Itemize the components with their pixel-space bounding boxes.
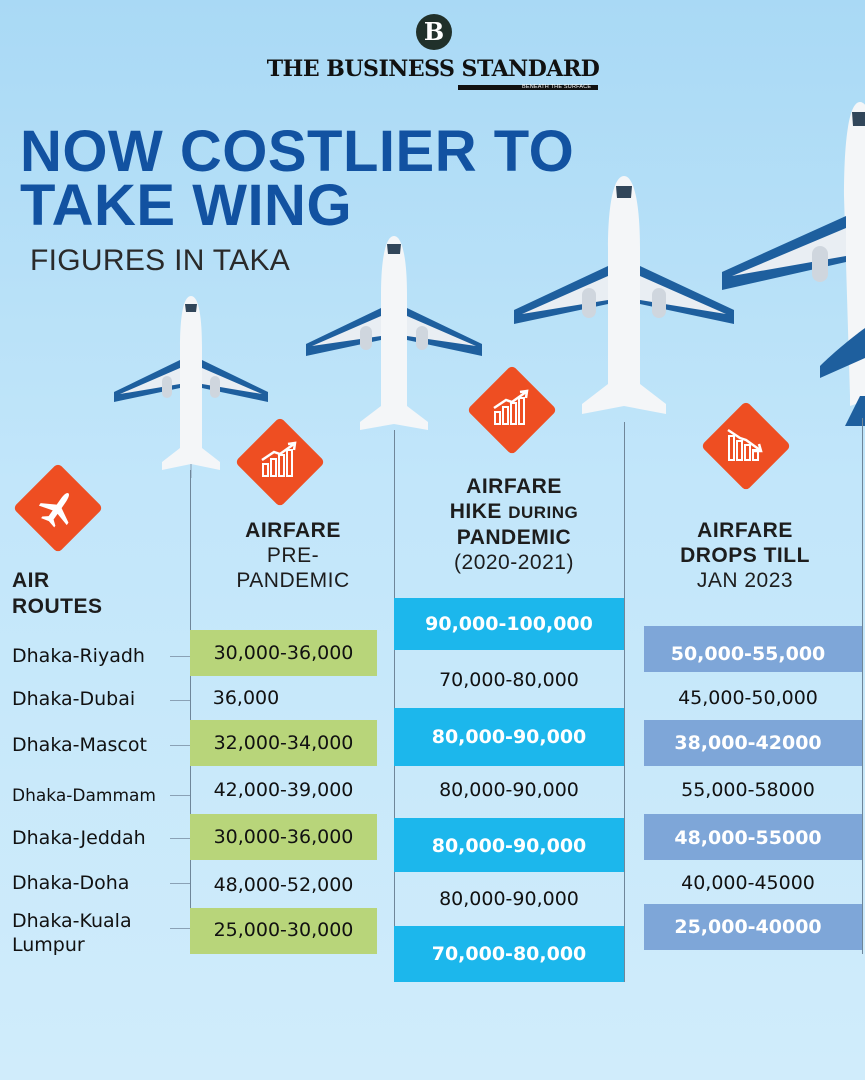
column-divider-3 [624,422,625,982]
route-label: Dhaka-Kuala [12,910,132,932]
title-line-1: NOW COSTLIER TO [20,119,575,184]
airplane-illustration-3 [514,176,734,414]
subtitle: FIGURES IN TAKA [30,244,291,277]
row-tick [170,700,190,701]
row-tick [170,838,190,839]
pre-value: 42,000-39,000 [213,779,354,801]
pre-value: 36,000 [212,687,280,709]
row-tick [170,745,190,746]
header-pre-pandemic: AIRFARE PRE- PANDEMIC [236,519,350,592]
pre-band-kuala-lumpur [190,908,377,954]
pre-value: 48,000-52,000 [213,874,354,896]
rising-chart-icon [261,441,297,477]
pre-value: 25,000-30,000 [213,919,354,941]
hike-value: 70,000-80,000 [439,669,579,691]
drop-value: 48,000-55000 [674,827,822,849]
column-divider-4 [862,418,863,954]
falling-chart-icon [727,428,763,461]
route-label: Dhaka-Mascot [12,734,147,756]
pre-band-jeddah [190,814,377,860]
drop-value: 40,000-45000 [681,872,815,894]
drop-band-riyadh [644,626,862,672]
drop-value: 50,000-55,000 [670,643,826,665]
drop-value: 38,000-42000 [674,732,822,754]
tagline: BENEATH THE SURFACE [522,84,592,90]
drop-value: 25,000-40000 [674,916,822,938]
drop-band-jeddah [644,814,862,860]
airplane-icon [38,493,69,528]
pre-value: 32,000-34,000 [213,732,354,754]
airplane-illustration-2 [306,236,482,430]
airplane-illustration-4 [722,102,865,426]
hike-value: 70,000-80,000 [431,943,587,965]
hike-band-jeddah [394,818,624,872]
drop-value: 55,000-58000 [681,779,815,801]
pre-value: 30,000-36,000 [213,642,354,664]
route-label: Dhaka-Jeddah [12,827,146,849]
hike-value: 80,000-90,000 [439,779,579,801]
column-divider-2 [394,430,395,982]
logo-badge: B [416,14,452,50]
publication-name: THE BUSINESS STANDARD [266,56,600,82]
hike-band-mascot [394,708,624,766]
hike-value: 80,000-90,000 [431,726,587,748]
route-label: Lumpur [12,934,85,956]
header-pandemic-hike: AIRFARE HIKE DURING PANDEMIC (2020-2021) [449,475,579,574]
masthead-rule [458,85,598,90]
hike-value: 90,000-100,000 [425,613,593,635]
hike-band-kuala-lumpur [394,926,624,982]
hike-value: 80,000-90,000 [431,835,587,857]
route-label: Dhaka-Dubai [12,688,136,710]
pre-value: 30,000-36,000 [213,826,354,848]
row-tick [170,795,190,796]
header-drops-2023: AIRFARE DROPS TILL JAN 2023 [680,519,810,592]
drop-band-mascot [644,720,862,766]
route-label: Dhaka-Doha [12,872,130,894]
hike-band-riyadh [394,598,624,650]
hike-value: 80,000-90,000 [439,888,579,910]
row-tick [170,883,190,884]
pre-band-mascot [190,720,377,766]
header-air-routes: AIR ROUTES [12,569,103,618]
drop-band-kuala-lumpur [644,904,862,950]
airplane-illustration-1 [114,296,268,478]
column-divider-1 [190,470,191,954]
row-tick [170,928,190,929]
rising-chart-icon [493,389,529,425]
route-label: Dhaka-Dammam [12,786,156,806]
route-label: Dhaka-Riyadh [12,645,145,667]
drop-value: 45,000-50,000 [678,687,818,709]
title-line-2: TAKE WING [20,173,353,238]
pre-band-riyadh [190,630,377,676]
row-tick [170,656,190,657]
